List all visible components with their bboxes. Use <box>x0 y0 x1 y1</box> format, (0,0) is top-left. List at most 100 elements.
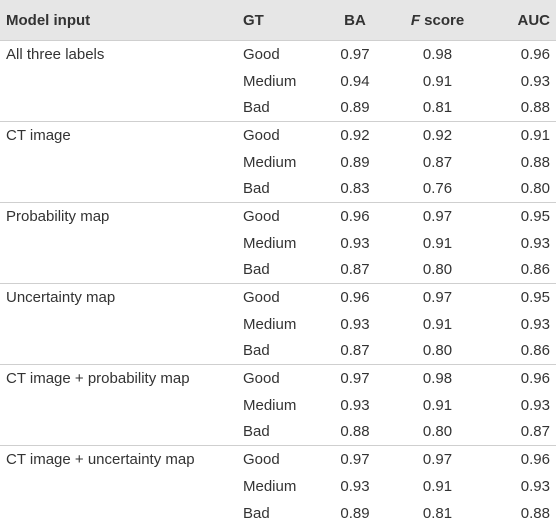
gt-cell: Good <box>237 41 320 68</box>
model-input: CT image + probability map <box>0 365 237 392</box>
metric-cell: 0.98 <box>390 365 485 392</box>
metric-cell: 0.91 <box>390 473 485 500</box>
metric-cell: 0.87 <box>320 338 390 365</box>
metric-cell: 0.81 <box>390 94 485 121</box>
empty-cell <box>0 419 237 446</box>
metric-cell: 0.91 <box>390 68 485 95</box>
metric-cell: 0.97 <box>390 284 485 311</box>
metric-cell: 0.88 <box>485 500 556 526</box>
metric-cell: 0.96 <box>320 284 390 311</box>
metric-cell: 0.86 <box>485 257 556 284</box>
gt-cell: Bad <box>237 175 320 202</box>
gt-cell: Medium <box>237 230 320 257</box>
metric-cell: 0.97 <box>320 41 390 68</box>
empty-cell <box>0 149 237 176</box>
gt-cell: Bad <box>237 94 320 121</box>
metric-cell: 0.97 <box>320 365 390 392</box>
metric-cell: 0.87 <box>485 419 556 446</box>
empty-cell <box>0 392 237 419</box>
column-header: F score <box>390 0 485 41</box>
metric-cell: 0.89 <box>320 94 390 121</box>
metric-cell: 0.93 <box>485 230 556 257</box>
column-header: AUC <box>485 0 556 41</box>
gt-cell: Medium <box>237 473 320 500</box>
metric-cell: 0.80 <box>390 257 485 284</box>
metric-cell: 0.97 <box>390 446 485 473</box>
gt-cell: Good <box>237 284 320 311</box>
gt-cell: Good <box>237 203 320 230</box>
empty-cell <box>0 68 237 95</box>
metric-cell: 0.94 <box>320 68 390 95</box>
model-input: Uncertainty map <box>0 284 237 311</box>
gt-cell: Bad <box>237 257 320 284</box>
metric-cell: 0.96 <box>485 365 556 392</box>
metric-cell: 0.93 <box>485 68 556 95</box>
empty-cell <box>0 257 237 284</box>
gt-cell: Medium <box>237 392 320 419</box>
column-header: Model input <box>0 0 237 41</box>
metric-cell: 0.95 <box>485 203 556 230</box>
metric-cell: 0.93 <box>320 311 390 338</box>
metric-cell: 0.81 <box>390 500 485 526</box>
metric-cell: 0.76 <box>390 175 485 202</box>
metric-cell: 0.91 <box>390 230 485 257</box>
metric-cell: 0.93 <box>485 473 556 500</box>
gt-cell: Bad <box>237 338 320 365</box>
gt-cell: Good <box>237 446 320 473</box>
metric-cell: 0.91 <box>390 311 485 338</box>
metric-cell: 0.91 <box>485 122 556 149</box>
metric-cell: 0.83 <box>320 175 390 202</box>
metric-cell: 0.96 <box>320 203 390 230</box>
model-input: CT image <box>0 122 237 149</box>
metric-cell: 0.97 <box>320 446 390 473</box>
metric-cell: 0.93 <box>320 392 390 419</box>
empty-cell <box>0 473 237 500</box>
gt-cell: Medium <box>237 149 320 176</box>
empty-cell <box>0 175 237 202</box>
metric-cell: 0.93 <box>320 230 390 257</box>
model-input: CT image + uncertainty map <box>0 446 237 473</box>
empty-cell <box>0 230 237 257</box>
metric-cell: 0.89 <box>320 500 390 526</box>
metric-cell: 0.87 <box>320 257 390 284</box>
metric-cell: 0.96 <box>485 446 556 473</box>
empty-cell <box>0 94 237 121</box>
metric-cell: 0.98 <box>390 41 485 68</box>
metric-cell: 0.86 <box>485 338 556 365</box>
gt-cell: Bad <box>237 419 320 446</box>
gt-cell: Medium <box>237 311 320 338</box>
metric-cell: 0.88 <box>485 149 556 176</box>
metric-cell: 0.88 <box>485 94 556 121</box>
gt-cell: Medium <box>237 68 320 95</box>
metric-cell: 0.96 <box>485 41 556 68</box>
metric-cell: 0.91 <box>390 392 485 419</box>
gt-cell: Bad <box>237 500 320 526</box>
metric-cell: 0.95 <box>485 284 556 311</box>
metric-cell: 0.88 <box>320 419 390 446</box>
model-input: Probability map <box>0 203 237 230</box>
model-input: All three labels <box>0 41 237 68</box>
metric-cell: 0.93 <box>485 311 556 338</box>
metric-cell: 0.93 <box>485 392 556 419</box>
empty-cell <box>0 500 237 526</box>
gt-cell: Good <box>237 365 320 392</box>
metric-cell: 0.97 <box>390 203 485 230</box>
